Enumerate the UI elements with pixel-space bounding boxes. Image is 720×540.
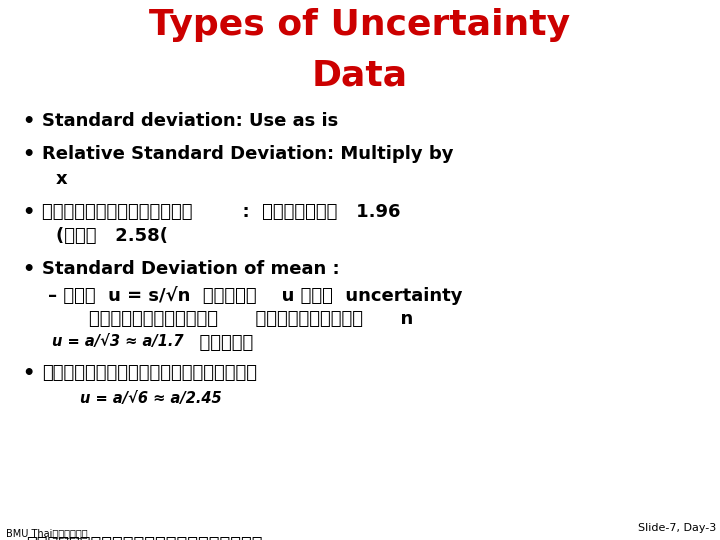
- Text: – ใช้  u = s/√n  เมื่อ    u เปน  uncertainty: – ใช้ u = s/√n เมื่อ u เปน uncertainty: [48, 286, 462, 305]
- Text: BMU Thaiประมวล: BMU Thaiประมวล: [6, 528, 88, 538]
- Text: Types of Uncertainty: Types of Uncertainty: [150, 8, 570, 42]
- Text: ชวงความเชือมน่        :  หารด้วย   1.96: ชวงความเชือมน่ : หารด้วย 1.96: [42, 202, 400, 221]
- Text: •: •: [22, 112, 35, 131]
- Text: u = a/√6 ≈ a/2.45: u = a/√6 ≈ a/2.45: [80, 391, 222, 406]
- Text: (หรอ   2.58(: (หรอ 2.58(: [56, 227, 168, 245]
- Text: •: •: [22, 145, 35, 164]
- Text: •: •: [22, 202, 35, 221]
- Text: •: •: [22, 364, 35, 383]
- Text: การกระจายแบบสามเหลี่ยม: การกระจายแบบสามเหลี่ยม: [26, 536, 263, 540]
- Text: Standard Deviation of mean :: Standard Deviation of mean :: [42, 260, 340, 278]
- Text: Data: Data: [312, 58, 408, 92]
- Text: Relative Standard Deviation: Multiply by: Relative Standard Deviation: Multiply by: [42, 145, 454, 163]
- Text: x: x: [56, 170, 68, 187]
- Text: Slide-7, Day-3: Slide-7, Day-3: [638, 523, 716, 533]
- Text: Standard deviation: Use as is: Standard deviation: Use as is: [42, 112, 338, 130]
- Text: u = a/√3 ≈ a/1.7: u = a/√3 ≈ a/1.7: [52, 334, 184, 349]
- Text: การกระจายแบบสเหลี่ยม: การกระจายแบบสเหลี่ยม: [42, 364, 257, 382]
- Text: •: •: [22, 260, 35, 279]
- Text: ครั้ง: ครั้ง: [187, 334, 253, 352]
- Text: ของค่าเฉลี่ย      จากการวดซำ      n: ของค่าเฉลี่ย จากการวดซำ n: [64, 310, 413, 328]
